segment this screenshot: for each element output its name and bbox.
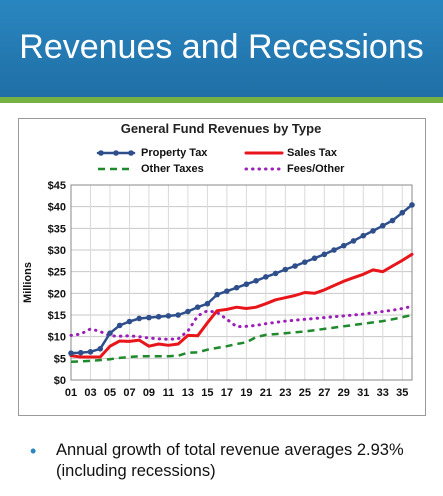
x-tick-label: 21 [260,387,272,399]
y-tick-label: $45 [48,180,66,192]
data-point-property-tax [68,350,74,356]
data-point-property-tax [243,281,250,288]
legend-marker-property-tax [113,150,119,156]
x-tick-label: 23 [279,387,291,399]
data-point-property-tax [321,251,328,258]
x-tick-label: 11 [163,387,175,399]
y-tick-label: $5 [54,353,66,365]
data-point-property-tax [331,247,337,253]
y-tick-label: $40 [48,202,66,214]
data-point-property-tax [253,277,259,284]
x-tick-label: 33 [377,387,389,399]
x-tick-label: 01 [65,387,77,399]
series-line-other-taxes [70,313,413,364]
data-point-property-tax [214,291,220,298]
x-tick-label: 05 [104,387,116,399]
data-point-property-tax [409,202,415,208]
data-point-property-tax [272,270,279,277]
chart-frame [18,118,426,416]
data-point-property-tax [194,304,201,311]
x-tick-label: 29 [338,387,350,399]
data-point-property-tax [399,209,406,216]
slide-header [0,0,443,97]
x-tick-label: 03 [84,387,96,399]
data-point-property-tax [292,263,298,269]
data-point-property-tax [107,330,113,337]
x-tick-label: 31 [357,387,369,399]
data-point-property-tax [224,288,230,294]
y-tick-label: $20 [48,288,66,300]
data-point-property-tax [77,349,84,356]
legend-marker-property-tax [98,150,104,156]
x-tick-label: 35 [396,387,408,399]
data-point-property-tax [204,300,211,307]
data-point-property-tax [97,346,104,352]
legend-label-sales-tax: Sales Tax [287,147,337,159]
x-tick-label: 25 [299,387,311,399]
data-point-property-tax [360,232,367,239]
data-point-property-tax [370,228,376,234]
data-point-property-tax [136,315,142,322]
data-point-property-tax [87,349,94,355]
data-point-property-tax [175,312,181,318]
y-tick-label: $15 [48,310,66,322]
data-point-property-tax [389,217,396,224]
y-tick-label: $25 [48,267,66,279]
data-point-property-tax [126,318,133,325]
data-point-property-tax [311,255,318,262]
series-line-sales-tax [69,252,414,359]
data-point-property-tax [185,308,191,315]
data-point-property-tax [165,313,172,319]
x-tick-label: 15 [201,387,213,399]
x-tick-label: 27 [318,387,330,399]
data-point-property-tax [282,266,289,273]
x-tick-label: 13 [182,387,194,399]
x-tick-label: 17 [221,387,233,399]
x-tick-label: 19 [240,387,252,399]
y-tick-label: $0 [54,375,66,387]
data-point-property-tax [146,314,152,321]
data-point-property-tax [263,274,269,280]
data-point-property-tax [116,322,123,329]
series-line-fees-other [69,304,414,341]
bullet-text: Annual growth of total revenue averages … [56,441,404,480]
data-point-property-tax [350,238,357,244]
y-tick-label: $30 [48,245,66,257]
plot-area-border [70,184,413,381]
data-point-property-tax [341,242,347,249]
data-point-property-tax [302,259,308,265]
data-point-property-tax [233,284,240,291]
data-point-property-tax [155,313,162,320]
x-tick-label: 09 [143,387,155,399]
data-point-property-tax [379,222,386,229]
legend-label-property-tax: Property Tax [141,147,208,159]
series-line-property-tax [69,203,414,355]
legend-label-fees-other: Fees/Other [287,163,345,175]
y-tick-label: $10 [48,332,66,344]
y-tick-label: $35 [48,223,66,235]
legend-marker-property-tax [128,150,134,156]
accent-bar [0,97,443,103]
legend-label-other-taxes: Other Taxes [141,163,204,175]
y-axis-label: Millions [22,262,34,303]
x-tick-label: 07 [123,387,135,399]
bullet-marker: • [30,441,37,461]
slide-title: Revenues and Recessions [19,28,424,66]
chart-title: General Fund Revenues by Type [120,121,322,136]
